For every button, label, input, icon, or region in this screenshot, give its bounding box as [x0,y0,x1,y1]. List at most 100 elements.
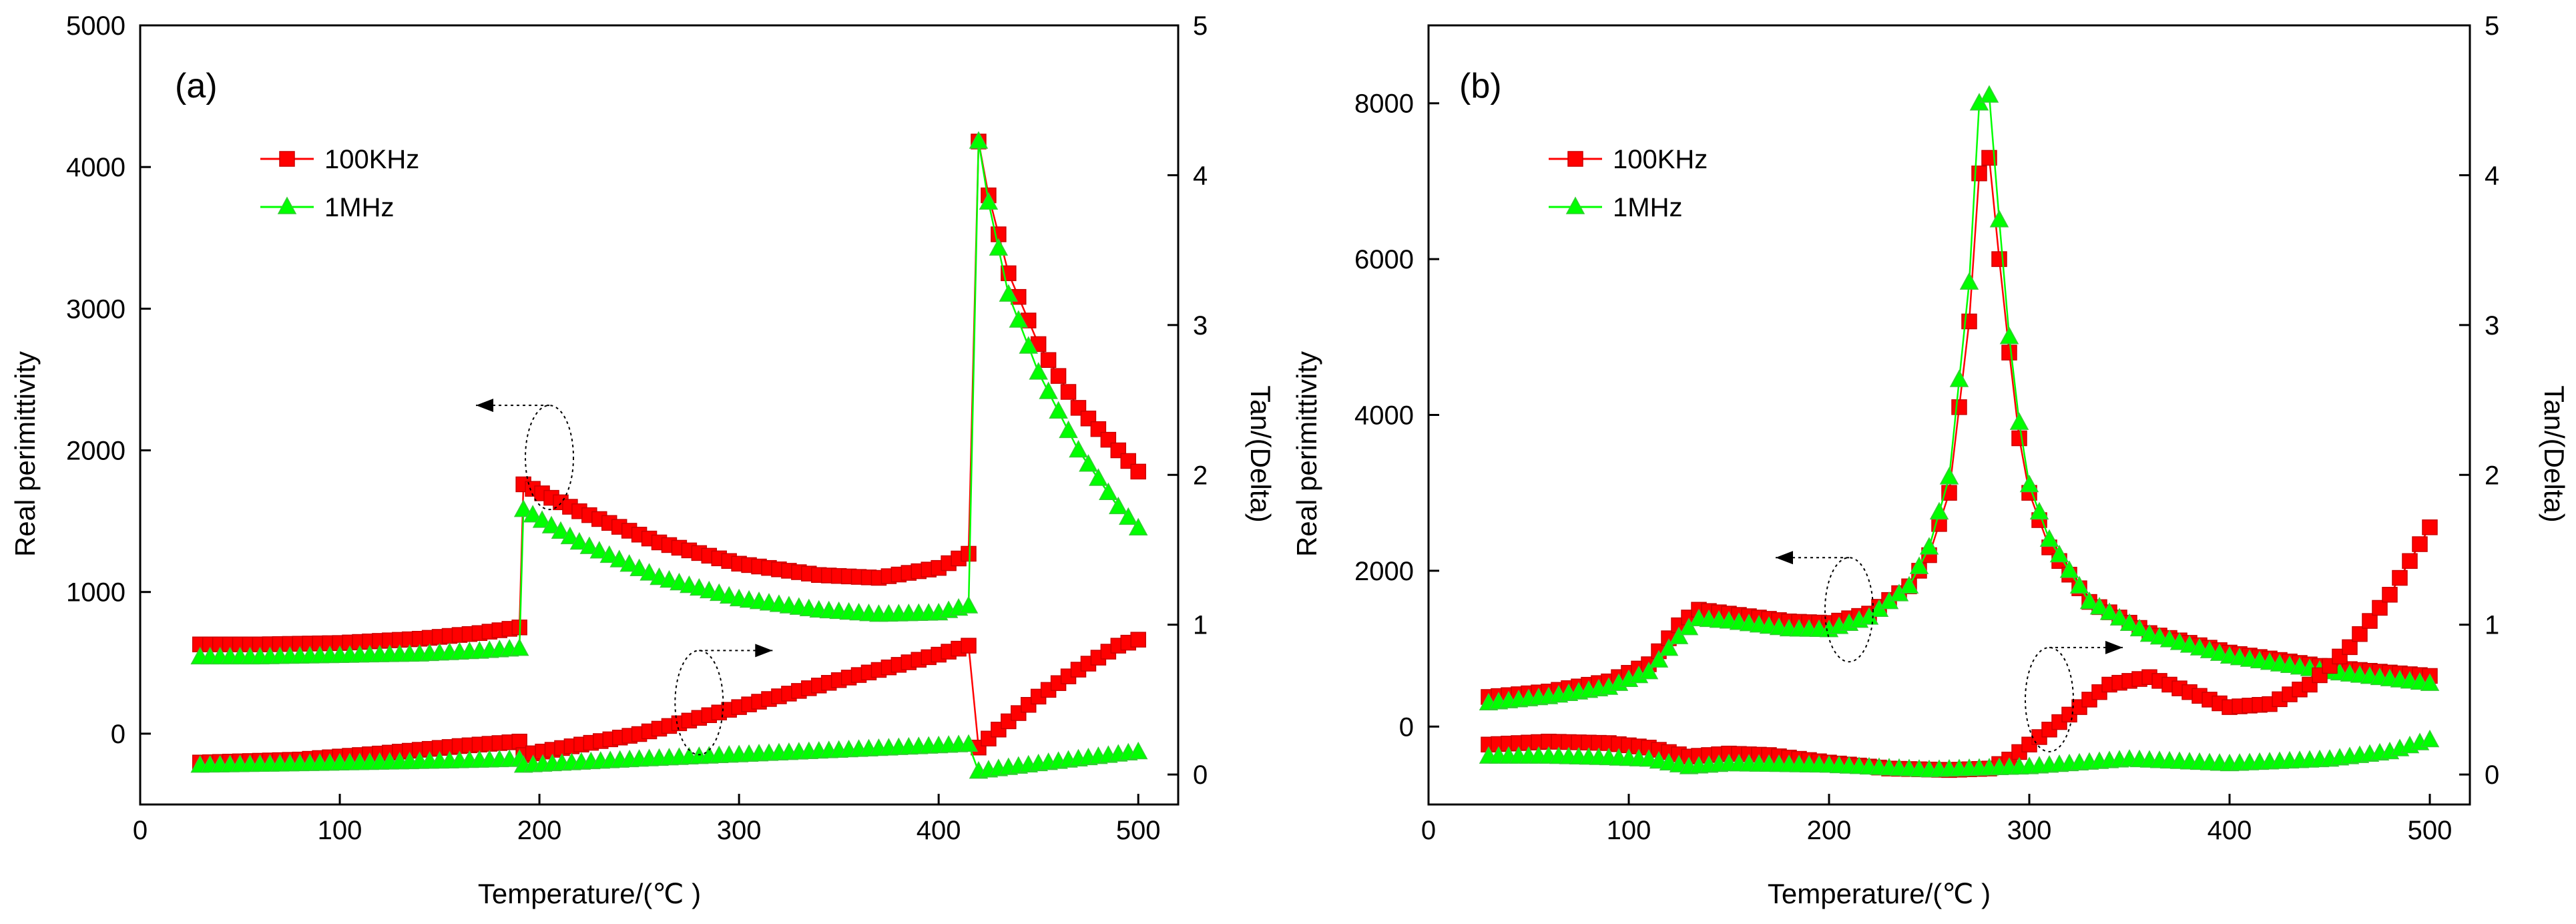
legend-label: 1MHz [324,193,394,222]
legend-marker [277,196,297,214]
data-point [2372,600,2388,616]
data-point [2139,624,2159,642]
y-tick-label: 2000 [66,437,125,466]
data-point [589,541,609,559]
data-point [2420,673,2440,691]
annotation-ellipse [525,405,575,511]
data-point [1130,632,1146,648]
data-point [1959,272,1979,290]
data-point [1049,401,1068,419]
y-tick-label: 4000 [1354,401,1414,431]
data-point [2169,632,2189,650]
annotation-arrowhead [2105,640,2123,654]
x-tick-label: 300 [717,816,762,845]
data-point [961,638,977,654]
data-point [1991,251,2007,267]
data-point [709,583,729,602]
data-point [1109,496,1128,515]
y2-tick-label: 5 [2485,11,2499,41]
data-point [2422,519,2438,535]
data-point [1050,368,1067,384]
data-point [690,578,709,596]
y-tick-label: 0 [1399,712,1414,742]
data-point [1659,638,1679,656]
y2-axis-title: Tan/(Delta) [2539,385,2570,522]
data-point [1929,501,1949,520]
y2-tick-label: 1 [2485,611,2499,640]
data-point [2019,474,2039,493]
data-point [2149,627,2169,645]
y-tick-label: 8000 [1354,89,1414,119]
data-point [511,733,527,750]
data-point [961,545,977,562]
legend-marker [279,151,295,167]
x-tick-label: 300 [2007,816,2052,845]
data-point [1019,336,1038,354]
panel-b: (b) Temperature/(℃ ) Real perimittivity … [1291,11,2570,909]
data-point [2039,529,2059,547]
series-line [1488,155,2430,698]
data-point [1128,741,1148,760]
x-axis-title: Temperature/(℃ ) [1768,878,1991,909]
y2-tick-label: 3 [2485,311,2499,340]
y-tick-label: 1000 [66,578,125,608]
y2-tick-label: 0 [2485,760,2499,790]
data-point [2129,618,2149,637]
data-point [1999,326,2019,344]
data-point [629,558,649,576]
data-point [959,734,979,752]
data-point [700,580,719,599]
y2-tick-label: 3 [1193,311,1208,340]
data-point [1679,618,1699,636]
data-point [2382,587,2398,603]
data-point [2420,729,2440,748]
data-point [1069,439,1088,458]
data-point [1128,517,1148,535]
data-point [989,238,1009,256]
data-point [1130,463,1146,480]
y2-tick-label: 4 [1193,161,1208,190]
data-point [2200,640,2220,658]
y2-tick-label: 1 [1193,611,1208,640]
data-point [2099,602,2119,620]
y-axis-title: Real perimittivity [9,351,41,557]
data-point [2402,553,2418,569]
data-point [1949,369,1969,387]
data-point [1059,420,1078,439]
x-tick-label: 500 [1116,816,1161,845]
data-point [2179,635,2200,653]
data-point [1669,626,1689,644]
data-point [560,526,580,545]
data-point [2049,544,2069,563]
data-point [1040,352,1057,369]
data-point [979,192,999,210]
data-point [1118,507,1138,525]
data-point [2029,501,2049,520]
legend-label: 100KHz [324,145,419,174]
data-point [1899,575,1919,594]
data-point [1939,467,1959,485]
y2-tick-label: 4 [2485,161,2499,190]
legend-marker [1565,196,1585,214]
annotation-ellipse [674,650,724,756]
data-point [541,515,561,533]
x-tick-label: 200 [1807,816,1852,845]
y-axis-title: Real perimittivity [1291,351,1322,557]
data-point [680,575,699,594]
data-point [1029,362,1048,380]
y2-axis-title: Tan/(Delta) [1245,385,1276,522]
panel-a: (a) Temperature/(℃ ) Real perimittivity … [9,11,1276,909]
data-point [1919,537,1939,555]
data-point [2079,592,2099,610]
data-point [670,572,689,591]
data-point [1009,310,1029,328]
data-point [619,554,639,572]
series-line [1488,527,2431,771]
y2-tick-label: 2 [2485,461,2499,490]
data-point [1979,85,1999,103]
data-point [551,521,571,539]
data-point [2210,643,2230,661]
data-point [1060,384,1077,400]
x-axis-title: Temperature/(℃ ) [478,878,701,909]
